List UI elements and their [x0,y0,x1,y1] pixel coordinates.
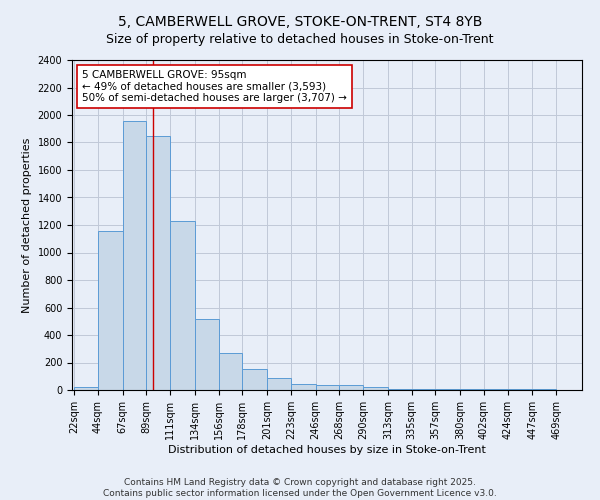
Bar [195,318,218,390]
X-axis label: Distribution of detached houses by size in Stoke-on-Trent: Distribution of detached houses by size … [168,444,486,454]
Bar [291,384,316,390]
Bar [98,230,122,390]
Bar [388,388,412,390]
Bar [74,386,98,390]
Text: 5, CAMBERWELL GROVE, STOKE-ON-TRENT, ST4 8YB: 5, CAMBERWELL GROVE, STOKE-ON-TRENT, ST4… [118,15,482,29]
Text: Contains HM Land Registry data © Crown copyright and database right 2025.
Contai: Contains HM Land Registry data © Crown c… [103,478,497,498]
Bar [242,370,267,390]
Bar [340,385,363,390]
Y-axis label: Number of detached properties: Number of detached properties [22,138,32,312]
Bar [170,221,195,390]
Bar [218,353,242,390]
Bar [316,384,340,390]
Bar [363,387,388,390]
Text: 5 CAMBERWELL GROVE: 95sqm
← 49% of detached houses are smaller (3,593)
50% of se: 5 CAMBERWELL GROVE: 95sqm ← 49% of detac… [82,70,347,103]
Bar [122,120,146,390]
Text: Size of property relative to detached houses in Stoke-on-Trent: Size of property relative to detached ho… [106,32,494,46]
Bar [267,378,291,390]
Bar [146,136,170,390]
